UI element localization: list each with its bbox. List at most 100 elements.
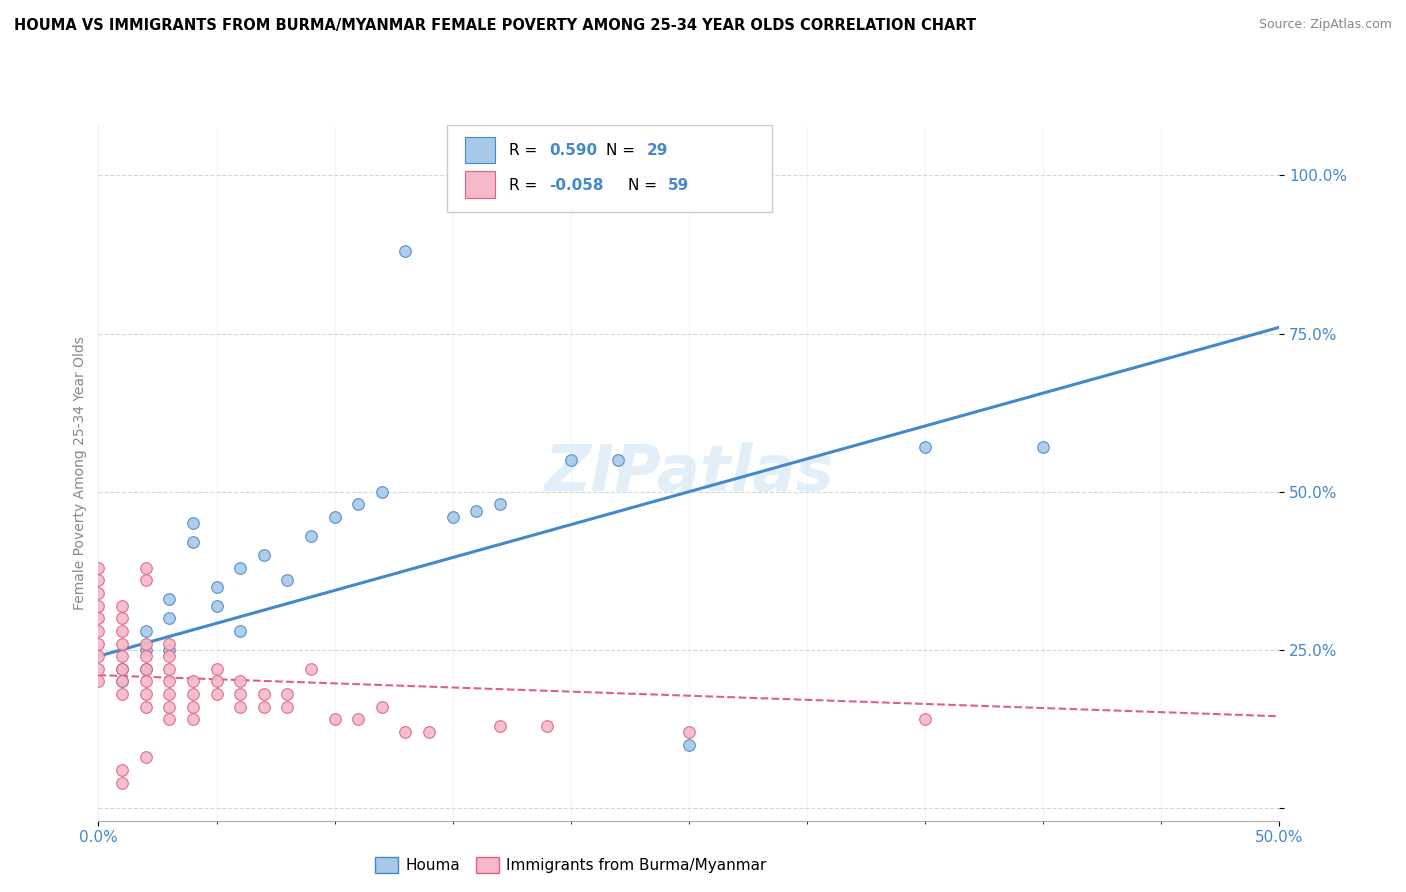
Point bbox=[276, 687, 298, 701]
Point bbox=[181, 516, 204, 531]
Point bbox=[181, 687, 204, 701]
Point bbox=[914, 713, 936, 727]
FancyBboxPatch shape bbox=[464, 136, 495, 163]
Point bbox=[87, 662, 110, 676]
Point bbox=[394, 244, 416, 259]
Point bbox=[111, 611, 134, 625]
FancyBboxPatch shape bbox=[464, 171, 495, 198]
Point bbox=[111, 649, 134, 664]
Point bbox=[253, 548, 276, 562]
Point bbox=[181, 674, 204, 689]
Point bbox=[465, 504, 488, 518]
Point bbox=[229, 674, 252, 689]
Point bbox=[111, 674, 134, 689]
Point bbox=[560, 453, 582, 467]
Point bbox=[135, 560, 157, 574]
Point bbox=[135, 643, 157, 657]
Point bbox=[441, 510, 464, 524]
Point bbox=[276, 699, 298, 714]
Point bbox=[678, 738, 700, 752]
Point bbox=[87, 586, 110, 600]
Point bbox=[87, 674, 110, 689]
Point bbox=[299, 662, 322, 676]
Point bbox=[135, 574, 157, 588]
Y-axis label: Female Poverty Among 25-34 Year Olds: Female Poverty Among 25-34 Year Olds bbox=[73, 335, 87, 610]
Text: N =: N = bbox=[627, 178, 661, 193]
Point bbox=[253, 699, 276, 714]
Point bbox=[205, 580, 228, 594]
Point bbox=[229, 624, 252, 638]
Point bbox=[205, 674, 228, 689]
Text: N =: N = bbox=[606, 143, 640, 158]
Point bbox=[135, 750, 157, 764]
Point bbox=[157, 649, 180, 664]
Point bbox=[607, 453, 630, 467]
Point bbox=[489, 497, 512, 511]
Point bbox=[157, 611, 180, 625]
Point bbox=[87, 560, 110, 574]
Point bbox=[229, 560, 252, 574]
Point bbox=[87, 611, 110, 625]
Point bbox=[914, 441, 936, 455]
Point bbox=[347, 713, 370, 727]
Point bbox=[87, 636, 110, 650]
Point bbox=[111, 662, 134, 676]
Point bbox=[111, 624, 134, 638]
Text: -0.058: -0.058 bbox=[550, 178, 605, 193]
Point bbox=[181, 699, 204, 714]
Point bbox=[135, 624, 157, 638]
Text: ZIPatlas: ZIPatlas bbox=[544, 442, 834, 504]
Point bbox=[157, 643, 180, 657]
Point bbox=[157, 636, 180, 650]
Point bbox=[87, 624, 110, 638]
Text: Source: ZipAtlas.com: Source: ZipAtlas.com bbox=[1258, 18, 1392, 31]
Point bbox=[87, 574, 110, 588]
Point bbox=[253, 687, 276, 701]
Point bbox=[111, 775, 134, 789]
Text: R =: R = bbox=[509, 178, 543, 193]
Point bbox=[536, 719, 558, 733]
Point bbox=[323, 510, 346, 524]
Point bbox=[299, 529, 322, 543]
Point bbox=[181, 713, 204, 727]
Point bbox=[111, 674, 134, 689]
Point bbox=[135, 636, 157, 650]
Point bbox=[111, 599, 134, 613]
Point bbox=[157, 687, 180, 701]
Legend: Houma, Immigrants from Burma/Myanmar: Houma, Immigrants from Burma/Myanmar bbox=[368, 851, 773, 880]
Point bbox=[87, 649, 110, 664]
Point bbox=[135, 662, 157, 676]
Point bbox=[347, 497, 370, 511]
Point bbox=[135, 649, 157, 664]
Point bbox=[1032, 441, 1054, 455]
Point bbox=[678, 725, 700, 739]
Point bbox=[276, 574, 298, 588]
Point bbox=[111, 636, 134, 650]
Point bbox=[418, 725, 440, 739]
Point bbox=[157, 662, 180, 676]
Text: 29: 29 bbox=[647, 143, 668, 158]
Point bbox=[157, 592, 180, 607]
Point bbox=[181, 535, 204, 549]
Point bbox=[111, 687, 134, 701]
Point bbox=[489, 719, 512, 733]
Text: R =: R = bbox=[509, 143, 543, 158]
Point bbox=[371, 484, 394, 499]
Point bbox=[135, 699, 157, 714]
Point bbox=[205, 599, 228, 613]
FancyBboxPatch shape bbox=[447, 125, 772, 212]
Point bbox=[323, 713, 346, 727]
Point bbox=[135, 687, 157, 701]
Point bbox=[371, 699, 394, 714]
Point bbox=[205, 662, 228, 676]
Text: 59: 59 bbox=[668, 178, 689, 193]
Point bbox=[157, 713, 180, 727]
Point bbox=[135, 662, 157, 676]
Point bbox=[229, 687, 252, 701]
Point bbox=[394, 725, 416, 739]
Point bbox=[229, 699, 252, 714]
Point bbox=[135, 674, 157, 689]
Point bbox=[87, 599, 110, 613]
Text: 0.590: 0.590 bbox=[550, 143, 598, 158]
Point bbox=[157, 674, 180, 689]
